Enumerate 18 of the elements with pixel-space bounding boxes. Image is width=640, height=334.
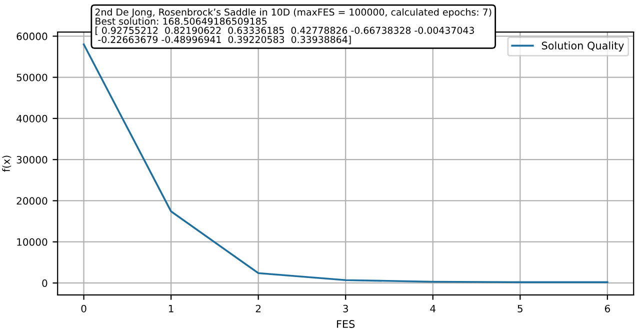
y-tick-label: 30000 (16, 156, 48, 164)
x-tick-label: 5 (518, 304, 522, 312)
y-tick-label: 60000 (16, 32, 48, 40)
x-tick-label: 0 (81, 304, 86, 312)
y-tick-label: 20000 (16, 197, 48, 205)
x-tick-label: 1 (168, 304, 174, 312)
x-tick-label: 4 (430, 304, 436, 312)
x-tick-label: 2 (256, 304, 261, 312)
y-tick-label: 40000 (16, 114, 48, 122)
legend-label: Solution Quality (542, 41, 624, 52)
x-tick-label: 3 (343, 304, 348, 312)
chart-title: 2nd De Jong, Rosenbrock’s Saddle in 10D (maxFES = 100000, calculated epochs: 7) Best solution: 168.50649186509185 [ 0.92755212 0.82190622 0.63336185 0.42778826 -0.66738328 -0.00437043 -0.22663679 -0.48996941 0.39220583 0.33938864] (95, 8, 492, 44)
y-tick-label: 10000 (17, 238, 48, 246)
x-axis-title: FES (337, 320, 355, 328)
y-tick-label: 0 (42, 279, 48, 287)
y-tick-label: 50000 (16, 74, 48, 82)
x-tick-label: 6 (604, 304, 610, 312)
y-axis-title: f(x) (2, 156, 12, 172)
